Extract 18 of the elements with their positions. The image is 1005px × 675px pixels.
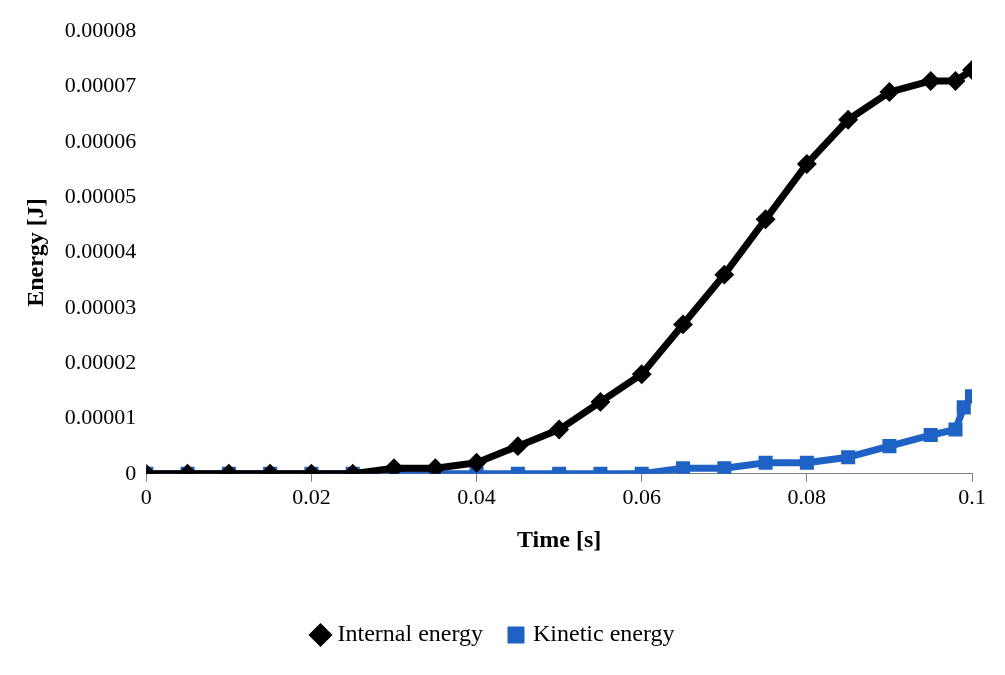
x-tick-label: 0.06: [622, 483, 661, 509]
y-axis-title: Energy [J]: [21, 198, 48, 307]
y-tick-label: 0: [125, 459, 137, 485]
y-tick-label: 0.00002: [64, 348, 137, 374]
x-tick-label: 0.04: [457, 483, 496, 509]
y-tick-label: 0.00004: [64, 238, 137, 264]
legend-label: Kinetic energy: [532, 620, 675, 647]
y-tick-label: 0.00001: [64, 404, 137, 430]
x-axis-title: Time [s]: [517, 525, 602, 552]
y-tick-label: 0.00007: [64, 72, 137, 98]
y-tick-label: 0.00005: [64, 182, 137, 208]
y-tick-label: 0.00008: [64, 16, 137, 42]
x-tick-label: 0.1: [958, 483, 986, 509]
x-tick-label: 0.08: [787, 483, 827, 509]
y-tick-label: 0.00003: [64, 293, 137, 319]
legend-label: Internal energy: [337, 620, 483, 647]
y-tick-label: 0.00006: [64, 127, 137, 153]
x-tick-label: 0.02: [292, 483, 331, 509]
